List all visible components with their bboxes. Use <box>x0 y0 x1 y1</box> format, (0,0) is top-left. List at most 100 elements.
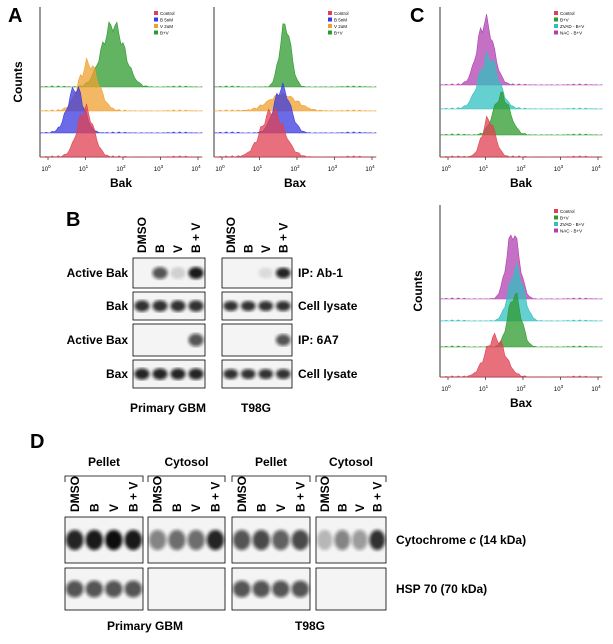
histogram <box>39 21 203 88</box>
x-tick-label: 101 <box>479 384 489 393</box>
histogram <box>439 332 603 378</box>
tick-exp: 1 <box>486 164 489 169</box>
tick-exp: 3 <box>335 164 338 169</box>
tick-base: 10 <box>591 167 598 173</box>
legend-swatch <box>154 30 158 35</box>
tick-base: 10 <box>441 167 448 173</box>
band <box>275 368 291 380</box>
tick-exp: 0 <box>448 164 451 169</box>
panel-label: D <box>30 431 44 453</box>
tick-exp: 4 <box>598 164 601 169</box>
band <box>351 529 368 551</box>
lane-label: B + V <box>126 482 140 512</box>
band <box>152 267 168 279</box>
lane-label: B <box>153 244 167 253</box>
row-label: IP: 6A7 <box>298 333 339 347</box>
fraction-label: Pellet <box>255 455 287 469</box>
lane-label: B + V <box>189 223 203 253</box>
legend-label: V 2uM <box>334 24 347 29</box>
y-axis-label: Counts <box>411 270 425 312</box>
band <box>188 300 204 312</box>
lane-label: DMSO <box>318 476 332 512</box>
tick-base: 10 <box>516 387 523 393</box>
band <box>168 529 186 551</box>
lane-label: DMSO <box>135 217 149 253</box>
histogram <box>439 262 603 322</box>
row-label-part: c <box>469 533 476 547</box>
band <box>65 580 84 598</box>
lane-label: DMSO <box>151 476 165 512</box>
legend-label: Control <box>560 209 575 214</box>
band <box>170 300 186 312</box>
bracket <box>64 475 144 482</box>
x-tick-label: 100 <box>41 164 51 173</box>
tick-base: 10 <box>365 167 372 173</box>
row-label: Bak <box>106 299 128 313</box>
legend-swatch <box>554 30 558 35</box>
tick-exp: 2 <box>123 164 126 169</box>
histogram <box>439 91 603 136</box>
legend-swatch <box>328 24 332 28</box>
lane-label: V <box>107 504 121 512</box>
band <box>124 580 143 598</box>
lane-label: V <box>353 504 367 512</box>
band <box>152 300 168 312</box>
tick-base: 10 <box>41 167 48 173</box>
blot <box>147 567 226 611</box>
tick-exp: 0 <box>448 384 451 389</box>
tick-base: 10 <box>479 167 486 173</box>
legend-label: ZVAD - B+V <box>560 222 584 227</box>
x-tick-label: 100 <box>441 384 451 393</box>
row-label: IP: Ab-1 <box>298 266 343 280</box>
lane-label: B <box>170 503 184 512</box>
legend-label: B+V <box>560 17 569 22</box>
x-tick-label: 100 <box>441 164 451 173</box>
legend-swatch <box>554 222 558 226</box>
fraction-label: Pellet <box>88 455 120 469</box>
band <box>275 334 291 346</box>
band <box>369 529 386 551</box>
x-axis-label: Bax <box>284 176 306 190</box>
x-tick-label: 103 <box>554 384 564 393</box>
bracket <box>231 475 311 482</box>
group-label: Primary GBM <box>130 401 206 415</box>
lane-label: B <box>254 503 268 512</box>
band <box>271 529 290 551</box>
band <box>252 529 271 551</box>
band <box>170 267 186 279</box>
y-axis-label: Counts <box>11 61 25 103</box>
legend-swatch <box>328 30 332 35</box>
tick-exp: 1 <box>86 164 89 169</box>
x-tick-label: 104 <box>591 384 601 393</box>
legend-swatch <box>554 24 558 28</box>
x-axis-label: Bak <box>510 176 532 190</box>
band <box>291 580 310 598</box>
band <box>258 300 274 312</box>
lane-label: DMSO <box>68 476 82 512</box>
tick-exp: 4 <box>598 384 601 389</box>
lane-label: B <box>87 503 101 512</box>
group-label: T98G <box>295 619 325 633</box>
row-label: Active Bak <box>67 266 129 280</box>
legend-swatch <box>554 215 558 220</box>
x-tick-label: 101 <box>79 164 89 173</box>
tick-exp: 3 <box>161 164 164 169</box>
band <box>232 580 251 598</box>
tick-base: 10 <box>191 167 198 173</box>
x-tick-label: 103 <box>154 164 164 173</box>
band <box>240 300 256 312</box>
legend-swatch <box>554 17 558 22</box>
tick-exp: 3 <box>561 384 564 389</box>
lane-label: B <box>335 503 349 512</box>
legend-label: B 5nM <box>334 17 347 22</box>
panel-label: C <box>410 5 424 27</box>
legend-swatch <box>554 11 558 15</box>
lane-label: B + V <box>293 482 307 512</box>
legend-swatch <box>328 17 332 22</box>
blot <box>315 567 387 611</box>
tick-base: 10 <box>116 167 123 173</box>
band <box>206 529 225 551</box>
band <box>187 529 205 551</box>
panel-label: B <box>66 209 80 231</box>
